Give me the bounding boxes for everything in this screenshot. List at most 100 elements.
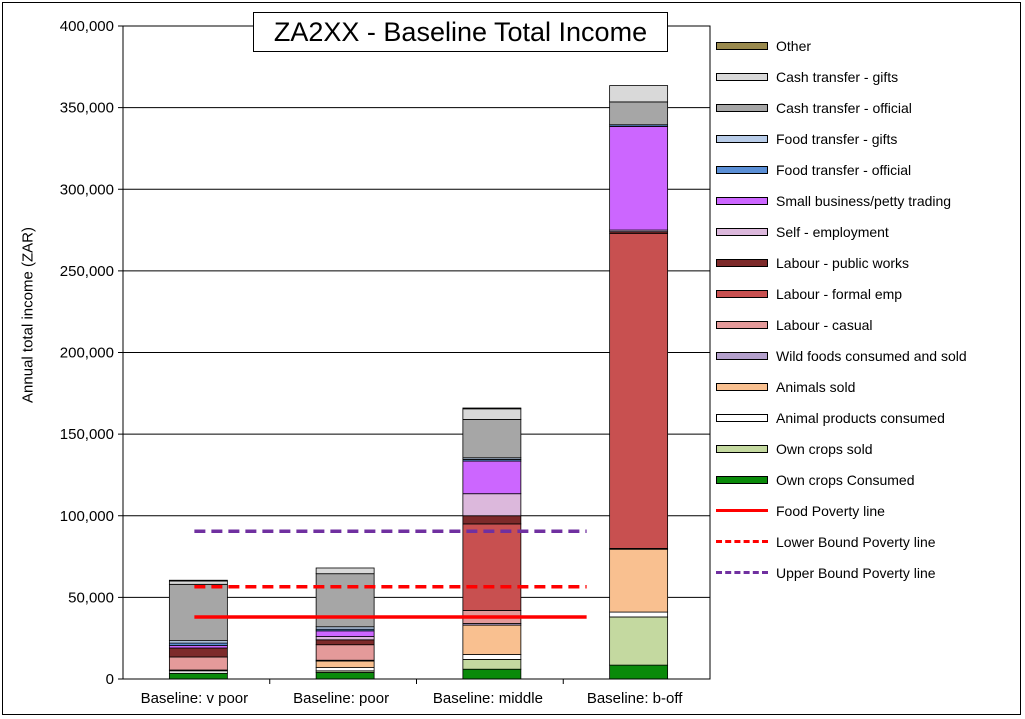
legend-swatch bbox=[716, 258, 768, 267]
y-tick-label: 350,000 bbox=[60, 100, 114, 117]
legend-label: Animals sold bbox=[776, 378, 856, 395]
bar-segment bbox=[609, 664, 669, 680]
legend-item: Cash transfer - official bbox=[716, 92, 1016, 123]
legend-label: Labour - formal emp bbox=[776, 285, 903, 302]
legend-item: Labour - casual bbox=[716, 309, 1016, 340]
legend-swatch bbox=[716, 475, 768, 484]
legend-item: Food Poverty line bbox=[716, 495, 1016, 526]
y-tick-label: 400,000 bbox=[60, 18, 114, 35]
legend-swatch bbox=[716, 444, 768, 453]
x-tick-label: Baseline: poor bbox=[293, 690, 389, 707]
bar-segment bbox=[168, 672, 228, 680]
legend-label: Wild foods consumed and sold bbox=[776, 347, 967, 364]
bar-segment bbox=[462, 515, 522, 525]
legend-item: Lower Bound Poverty line bbox=[716, 526, 1016, 557]
legend-item: Labour - formal emp bbox=[716, 278, 1016, 309]
bar-segment bbox=[315, 639, 375, 646]
legend-line bbox=[716, 507, 768, 515]
y-tick-label: 50,000 bbox=[68, 589, 114, 606]
legend-item: Food transfer - gifts bbox=[716, 123, 1016, 154]
bar-segment bbox=[315, 636, 375, 641]
bar-segment bbox=[315, 672, 375, 680]
bar-segment bbox=[462, 419, 522, 459]
bar-segment bbox=[168, 580, 228, 585]
y-tick-label: 250,000 bbox=[60, 263, 114, 280]
legend-swatch bbox=[716, 351, 768, 360]
legend-swatch bbox=[716, 41, 768, 50]
bar-segment bbox=[462, 659, 522, 670]
legend-item: Upper Bound Poverty line bbox=[716, 557, 1016, 588]
bar-segment bbox=[315, 573, 375, 628]
legend-item: Small business/petty trading bbox=[716, 185, 1016, 216]
legend-item: Animals sold bbox=[716, 371, 1016, 402]
legend-label: Labour - casual bbox=[776, 316, 873, 333]
legend-label: Other bbox=[776, 37, 812, 54]
bar-segment bbox=[462, 407, 522, 410]
legend-label: Lower Bound Poverty line bbox=[776, 533, 936, 550]
legend-label: Cash transfer - official bbox=[776, 99, 912, 116]
legend-item: Cash transfer - gifts bbox=[716, 61, 1016, 92]
legend-item: Animal products consumed bbox=[716, 402, 1016, 433]
bar-segment bbox=[315, 660, 375, 668]
legend-item: Labour - public works bbox=[716, 247, 1016, 278]
x-tick-label: Baseline: v poor bbox=[141, 690, 249, 707]
bar-segment bbox=[609, 611, 669, 618]
bars bbox=[168, 85, 669, 680]
legend-line bbox=[716, 538, 768, 546]
y-tick-label: 200,000 bbox=[60, 345, 114, 362]
legend-item: Own crops Consumed bbox=[716, 464, 1016, 495]
bar-segment bbox=[462, 408, 522, 420]
legend-label: Cash transfer - gifts bbox=[776, 68, 899, 85]
bar-segment bbox=[609, 125, 669, 231]
legend-label: Labour - public works bbox=[776, 254, 910, 271]
legend-swatch bbox=[716, 134, 768, 143]
legend-label: Own crops Consumed bbox=[776, 471, 915, 488]
bar-segment bbox=[462, 523, 522, 611]
bar-segment bbox=[462, 654, 522, 660]
legend-swatch bbox=[716, 165, 768, 174]
bar-segment bbox=[462, 460, 522, 495]
legend-swatch bbox=[716, 72, 768, 81]
legend-label: Upper Bound Poverty line bbox=[776, 564, 936, 581]
x-tick-labels: Baseline: v poor Baseline: poor Baseline: … bbox=[141, 690, 684, 707]
bar-segment bbox=[609, 548, 669, 613]
legend-swatch bbox=[716, 320, 768, 329]
bar-segment bbox=[609, 101, 669, 126]
legend-label: Self - employment bbox=[776, 223, 889, 240]
legend-item: Self - employment bbox=[716, 216, 1016, 247]
bar-segment bbox=[168, 583, 228, 642]
y-axis-label: Annual total income (ZAR) bbox=[19, 227, 37, 403]
legend-swatch bbox=[716, 196, 768, 205]
legend-item: Wild foods consumed and sold bbox=[716, 340, 1016, 371]
bar-segment bbox=[315, 644, 375, 661]
y-tick-label: 100,000 bbox=[60, 508, 114, 525]
bar-segment bbox=[609, 85, 669, 103]
legend-swatch bbox=[716, 227, 768, 236]
bar-segment bbox=[462, 624, 522, 655]
reference-lines bbox=[194, 529, 587, 619]
bar-segment bbox=[168, 656, 228, 671]
bar-segment bbox=[315, 630, 375, 637]
legend-item: Other bbox=[716, 30, 1016, 61]
chart-title: ZA2XX - Baseline Total Income bbox=[253, 12, 668, 52]
bar-segment bbox=[315, 667, 375, 672]
x-tick-label: Baseline: middle bbox=[433, 690, 543, 707]
bar-segment bbox=[462, 493, 522, 517]
bar-segment bbox=[609, 232, 669, 549]
legend-label: Food Poverty line bbox=[776, 502, 885, 519]
legend-label: Food transfer - official bbox=[776, 161, 912, 178]
legend-label: Own crops sold bbox=[776, 440, 873, 457]
bar-segment bbox=[609, 616, 669, 666]
bar-segment bbox=[168, 647, 228, 658]
legend-line bbox=[716, 569, 768, 577]
legend-swatch bbox=[716, 289, 768, 298]
bar-segment bbox=[462, 668, 522, 680]
legend-label: Animal products consumed bbox=[776, 409, 945, 426]
bar-segment bbox=[168, 579, 228, 582]
y-tick-label: 0 bbox=[106, 671, 114, 688]
legend-swatch bbox=[716, 103, 768, 112]
legend-label: Food transfer - gifts bbox=[776, 130, 898, 147]
legend-swatch bbox=[716, 413, 768, 422]
x-tick-label: Baseline: b-off bbox=[587, 690, 683, 707]
